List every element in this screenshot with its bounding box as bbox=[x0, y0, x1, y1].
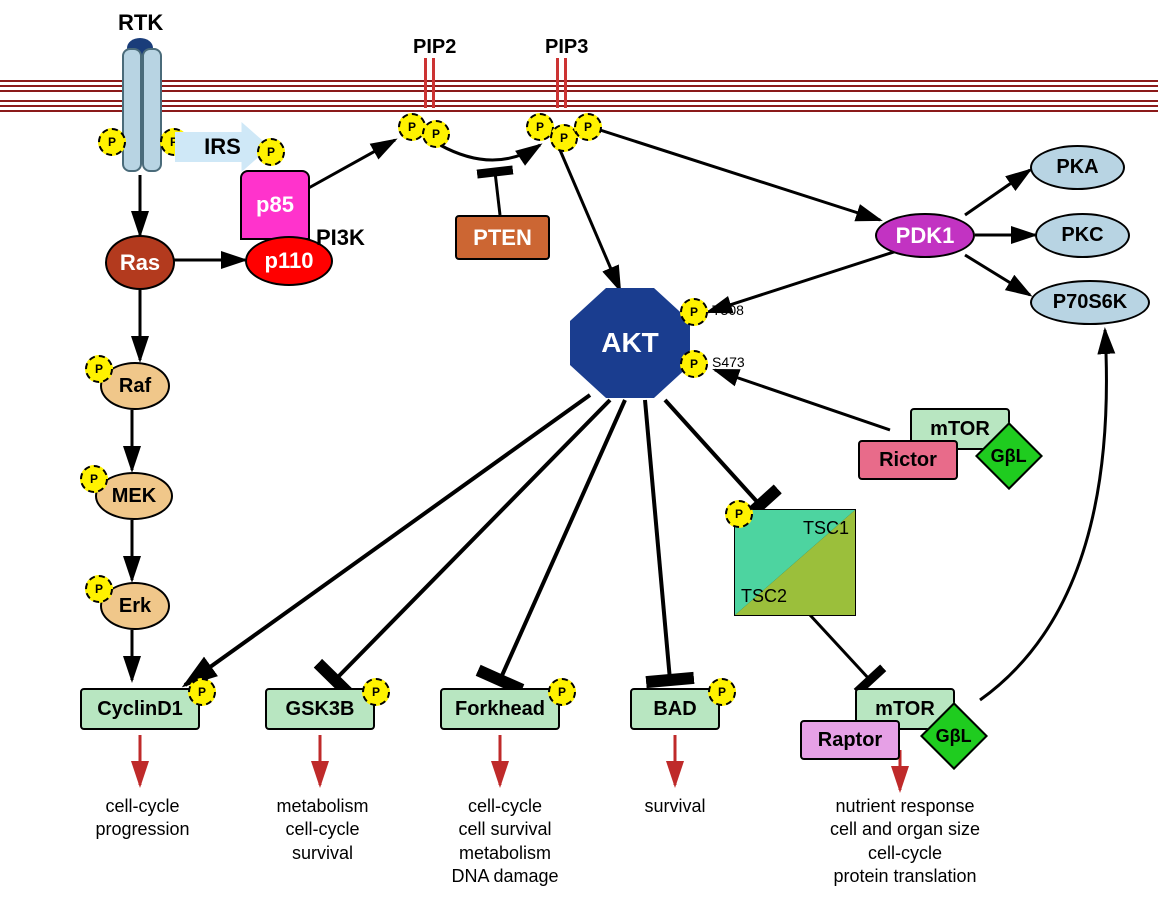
phospho-icon: P bbox=[680, 298, 708, 326]
pten-node: PTEN bbox=[455, 215, 550, 260]
rtk-body-right bbox=[142, 48, 162, 172]
cycd1-text: CyclinD1 bbox=[97, 698, 183, 721]
mek-text: MEK bbox=[112, 485, 156, 508]
phospho-icon: P bbox=[725, 500, 753, 528]
p110-text: p110 bbox=[265, 248, 314, 274]
outcome-fork: cell-cycle cell survival metabolism DNA … bbox=[430, 795, 580, 889]
p70-text: P70S6K bbox=[1053, 291, 1128, 314]
mtor2-text: mTOR bbox=[875, 698, 935, 721]
phospho-icon: P bbox=[98, 128, 126, 156]
phospho-icon: P bbox=[680, 350, 708, 378]
phospho-icon: P bbox=[708, 678, 736, 706]
cyclind1-node: CyclinD1 bbox=[80, 688, 200, 730]
irs-node: IRS bbox=[175, 122, 270, 172]
phospho-icon: P bbox=[574, 113, 602, 141]
p70s6k-node: P70S6K bbox=[1030, 280, 1150, 325]
pdk1-node: PDK1 bbox=[875, 213, 975, 258]
pip3-stick bbox=[556, 58, 559, 108]
tsc-complex: TSC1 TSC2 bbox=[735, 510, 855, 615]
p85-text: p85 bbox=[256, 192, 294, 218]
pip3-stick bbox=[564, 58, 567, 108]
plasma-membrane bbox=[0, 80, 1158, 110]
phospho-icon: P bbox=[548, 678, 576, 706]
outcome-bad: survival bbox=[625, 795, 725, 818]
raptor-node: Raptor bbox=[800, 720, 900, 760]
raptor-text: Raptor bbox=[818, 729, 882, 752]
mtor1-text: mTOR bbox=[930, 418, 990, 441]
ras-text: Ras bbox=[120, 250, 160, 276]
outcome-mtor: nutrient response cell and organ size ce… bbox=[790, 795, 1020, 889]
phospho-icon: P bbox=[362, 678, 390, 706]
pip2-stick bbox=[432, 58, 435, 108]
p85-node: p85 bbox=[240, 170, 310, 240]
pten-text: PTEN bbox=[473, 225, 532, 251]
gbl1-text: GβL bbox=[991, 445, 1027, 466]
gsk3b-node: GSK3B bbox=[265, 688, 375, 730]
phospho-icon: P bbox=[85, 575, 113, 603]
pkc-text: PKC bbox=[1061, 224, 1103, 247]
t308-label: T308 bbox=[712, 302, 744, 318]
irs-text: IRS bbox=[204, 134, 241, 160]
gsk3b-text: GSK3B bbox=[286, 698, 355, 721]
outcome-cycd1: cell-cycle progression bbox=[75, 795, 210, 842]
phospho-icon: P bbox=[422, 120, 450, 148]
ras-node: Ras bbox=[105, 235, 175, 290]
s473-label: S473 bbox=[712, 354, 745, 370]
bad-text: BAD bbox=[653, 698, 696, 721]
phospho-icon: P bbox=[85, 355, 113, 383]
bad-node: BAD bbox=[630, 688, 720, 730]
pdk1-text: PDK1 bbox=[896, 223, 955, 249]
rictor-text: Rictor bbox=[879, 449, 937, 472]
pip2-stick bbox=[424, 58, 427, 108]
pi3k-label: PI3K bbox=[316, 225, 365, 251]
akt-text: AKT bbox=[601, 327, 659, 359]
rtk-body-left bbox=[122, 48, 142, 172]
tsc1-text: TSC1 bbox=[803, 518, 849, 539]
erk-text: Erk bbox=[119, 595, 151, 618]
pkc-node: PKC bbox=[1035, 213, 1130, 258]
forkhead-node: Forkhead bbox=[440, 688, 560, 730]
pka-text: PKA bbox=[1056, 156, 1098, 179]
pip3-label: PIP3 bbox=[545, 36, 588, 59]
gbl2-text: GβL bbox=[936, 725, 972, 746]
phospho-icon: P bbox=[188, 678, 216, 706]
raf-text: Raf bbox=[119, 375, 151, 398]
pip2-label: PIP2 bbox=[413, 36, 456, 59]
phospho-icon: P bbox=[257, 138, 285, 166]
akt-node: AKT bbox=[570, 288, 690, 398]
rictor-node: Rictor bbox=[858, 440, 958, 480]
outcome-gsk3b: metabolism cell-cycle survival bbox=[255, 795, 390, 865]
pka-node: PKA bbox=[1030, 145, 1125, 190]
rtk-label: RTK bbox=[118, 10, 163, 36]
phospho-icon: P bbox=[80, 465, 108, 493]
tsc2-text: TSC2 bbox=[741, 586, 787, 607]
fork-text: Forkhead bbox=[455, 698, 545, 721]
